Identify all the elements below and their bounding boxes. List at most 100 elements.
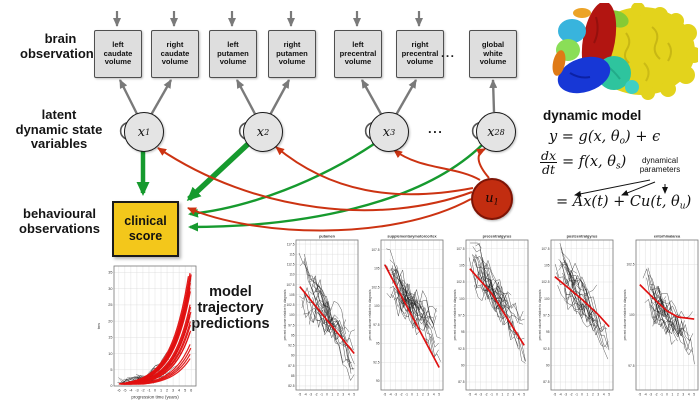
loading-arrows — [118, 79, 498, 116]
svg-text:100: 100 — [544, 297, 550, 301]
svg-text:percent volume relative to dia: percent volume relative to diagnosis — [368, 289, 372, 340]
svg-text:5: 5 — [438, 393, 440, 397]
svg-text:4: 4 — [348, 393, 350, 397]
svg-text:3: 3 — [172, 389, 174, 393]
svg-text:-4: -4 — [644, 393, 647, 397]
svg-text:107.5: 107.5 — [457, 247, 465, 251]
svg-text:1: 1 — [160, 389, 162, 393]
svg-text:87.5: 87.5 — [458, 380, 464, 384]
svg-text:92.5: 92.5 — [288, 344, 294, 348]
svg-text:90: 90 — [291, 354, 295, 358]
svg-text:3: 3 — [682, 393, 684, 397]
svg-text:95: 95 — [376, 342, 380, 346]
svg-text:5: 5 — [523, 393, 525, 397]
svg-text:5: 5 — [608, 393, 610, 397]
regional-plot-precentralgyrus: -5 -4 -3 -2 -1 0 1 2 3 4 5 87.5 90 92.5 95 97.5 100 102.5… — [452, 232, 532, 407]
svg-text:entorhinalarea: entorhinalarea — [654, 235, 681, 239]
svg-text:-5: -5 — [553, 393, 556, 397]
svg-text:6: 6 — [190, 389, 192, 393]
svg-text:-5: -5 — [123, 389, 126, 393]
observation-box-0: left caudate volume — [94, 30, 142, 78]
svg-text:-4: -4 — [389, 393, 392, 397]
svg-text:102.5: 102.5 — [287, 303, 295, 307]
svg-text:97.5: 97.5 — [373, 323, 379, 327]
observation-box-5: right precentral volume — [396, 30, 444, 78]
svg-text:97.5: 97.5 — [543, 314, 549, 318]
svg-text:4: 4 — [603, 393, 605, 397]
svg-text:95: 95 — [461, 330, 465, 334]
svg-text:30: 30 — [108, 287, 112, 291]
dynamical-parameters-annotation: dynamical parameters — [639, 156, 681, 175]
svg-text:percent volume relative to dia: percent volume relative to diagnosis — [538, 289, 542, 340]
svg-text:percent volume relative to dia: percent volume relative to diagnosis — [453, 289, 457, 340]
svg-text:97.5: 97.5 — [628, 364, 634, 368]
svg-text:4: 4 — [688, 393, 690, 397]
svg-text:100: 100 — [289, 313, 295, 317]
svg-text:102.5: 102.5 — [627, 263, 635, 267]
svg-text:2: 2 — [422, 393, 424, 397]
svg-text:-2: -2 — [141, 389, 144, 393]
svg-text:90: 90 — [546, 364, 550, 368]
svg-text:3: 3 — [427, 393, 429, 397]
red-input-arrows — [157, 146, 490, 232]
svg-text:-1: -1 — [490, 393, 493, 397]
svg-text:putamen: putamen — [319, 235, 336, 239]
input-node-label: u1 — [485, 191, 499, 207]
svg-text:0: 0 — [110, 384, 112, 388]
brain-image — [552, 3, 698, 100]
observation-box-1: right caudate volume — [151, 30, 199, 78]
latent-ellipsis: ... — [428, 121, 444, 136]
svg-text:112.5: 112.5 — [287, 263, 295, 267]
equation-linear-form: = Ax(t) + Cu(t, θu) — [556, 194, 692, 212]
clinical-score-box: clinical score — [112, 201, 179, 257]
regional-plot-supplementarymotorcortex: -5 -4 -3 -2 -1 0 1 2 3 4 5 90 92.5 95 97.5 100 102.5 105 1… — [367, 232, 447, 407]
svg-text:-1: -1 — [660, 393, 663, 397]
svg-text:-1: -1 — [575, 393, 578, 397]
svg-text:-1: -1 — [147, 389, 150, 393]
svg-text:postcentralgyrus: postcentralgyrus — [567, 235, 598, 239]
label-behavioural-observations: behavioural observations — [19, 206, 100, 236]
svg-text:supplementarymotorcortex: supplementarymotorcortex — [387, 235, 437, 239]
svg-text:progression time (years): progression time (years) — [131, 395, 179, 400]
svg-text:5: 5 — [353, 393, 355, 397]
svg-text:15: 15 — [108, 336, 112, 340]
svg-text:-2: -2 — [485, 393, 488, 397]
svg-text:102.5: 102.5 — [542, 280, 550, 284]
annotation-arrows — [574, 179, 668, 197]
svg-text:precentralgyrus: precentralgyrus — [483, 235, 512, 239]
svg-text:35: 35 — [108, 271, 112, 275]
tms-trajectory-plot: -6 -5 -4 -3 -2 -1 0 1 2 3 4 5 6 0 5 10 15 20 25 30 35 progres… — [96, 262, 206, 413]
svg-text:90: 90 — [461, 364, 465, 368]
equation-observation: y = g(x, θo) + ϵ — [549, 129, 661, 147]
svg-text:0: 0 — [496, 393, 498, 397]
svg-text:1: 1 — [417, 393, 419, 397]
svg-text:92.5: 92.5 — [543, 347, 549, 351]
svg-text:-5: -5 — [638, 393, 641, 397]
svg-text:105: 105 — [544, 264, 550, 268]
svg-text:-3: -3 — [309, 393, 312, 397]
svg-text:107.5: 107.5 — [287, 283, 295, 287]
svg-text:25: 25 — [108, 303, 112, 307]
svg-text:-3: -3 — [479, 393, 482, 397]
svg-text:-6: -6 — [117, 389, 120, 393]
svg-text:1: 1 — [502, 393, 504, 397]
svg-text:20: 20 — [108, 319, 112, 323]
svg-text:87.5: 87.5 — [543, 380, 549, 384]
svg-text:95: 95 — [291, 333, 295, 337]
svg-text:100: 100 — [459, 297, 465, 301]
svg-text:100: 100 — [629, 313, 635, 317]
svg-text:-2: -2 — [570, 393, 573, 397]
svg-text:82.5: 82.5 — [288, 384, 294, 388]
svg-text:3: 3 — [342, 393, 344, 397]
svg-text:-2: -2 — [655, 393, 658, 397]
svg-text:percent volume relative to dia: percent volume relative to diagnosis — [283, 289, 287, 340]
measurement-arrows — [113, 11, 423, 27]
svg-text:100: 100 — [374, 304, 380, 308]
svg-text:0: 0 — [326, 393, 328, 397]
regional-plot-putamen: -5 -4 -3 -2 -1 0 1 2 3 4 5 82.5 85 87.5 90 92.5 95 97.5 10… — [282, 232, 362, 407]
svg-text:1: 1 — [672, 393, 674, 397]
